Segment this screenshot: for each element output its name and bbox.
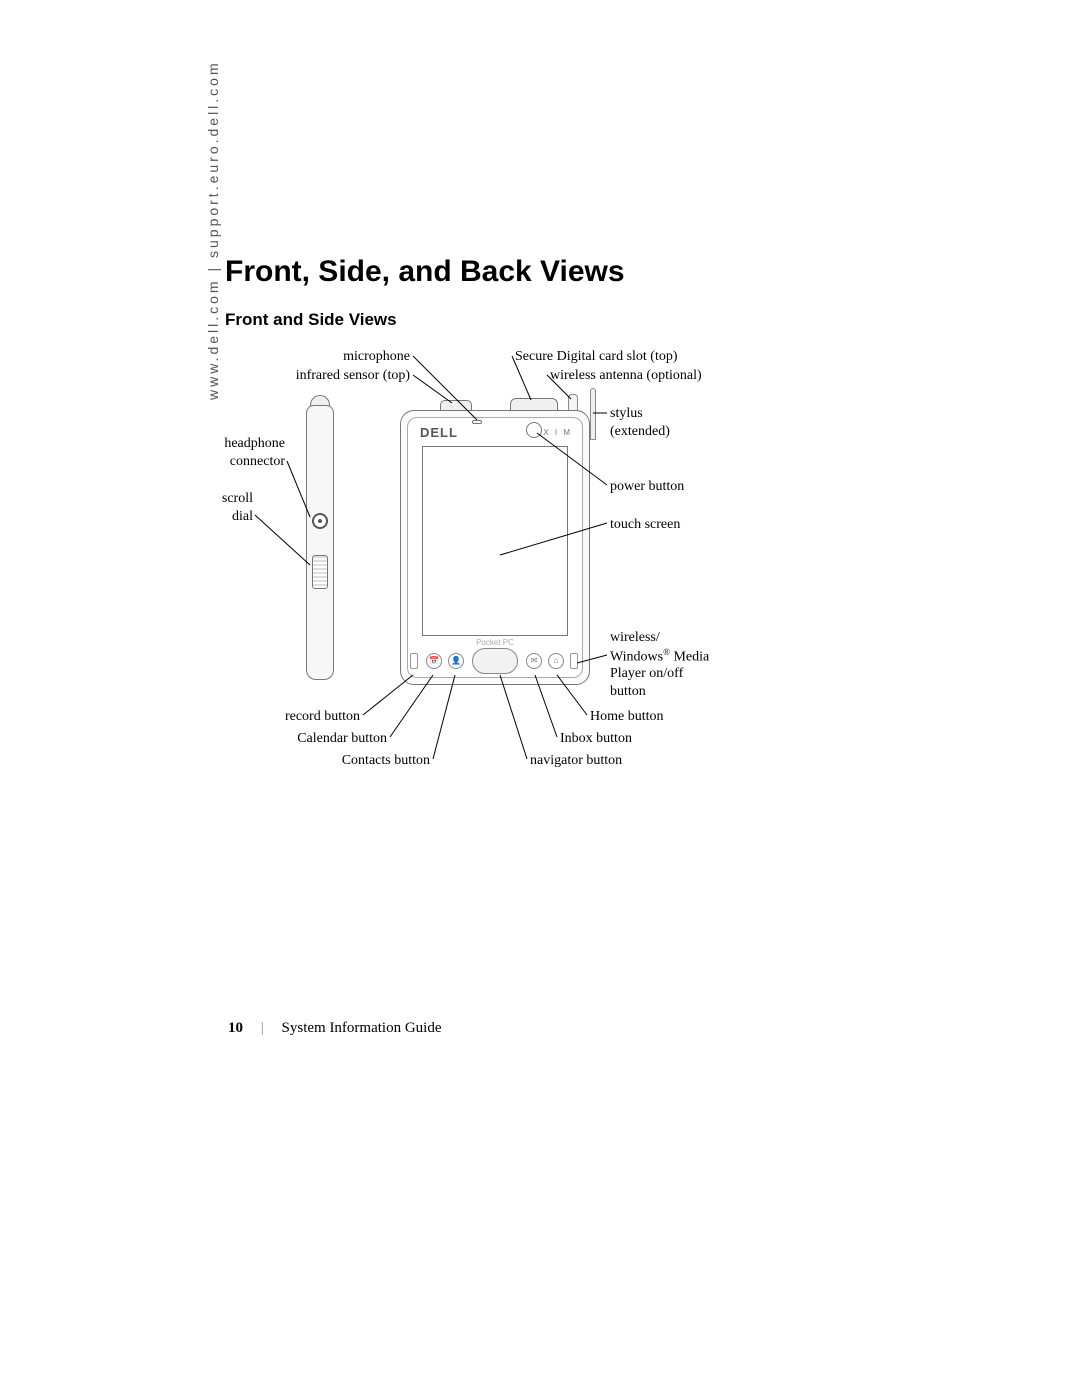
manual-page: www.dell.com | support.euro.dell.com Fro… — [0, 0, 1080, 1397]
section-title: Front and Side Views — [225, 310, 397, 330]
device-diagram: DELL A X I M Pocket PC 📅 👤 ✉ ⌂ microphon… — [215, 335, 865, 775]
leader-lines — [215, 335, 865, 775]
page-number: 10 — [228, 1020, 243, 1036]
footer-separator: | — [261, 1020, 264, 1036]
page-title: Front, Side, and Back Views — [225, 255, 625, 289]
page-footer: 10 | System Information Guide — [228, 1020, 442, 1037]
footer-title: System Information Guide — [282, 1020, 442, 1036]
